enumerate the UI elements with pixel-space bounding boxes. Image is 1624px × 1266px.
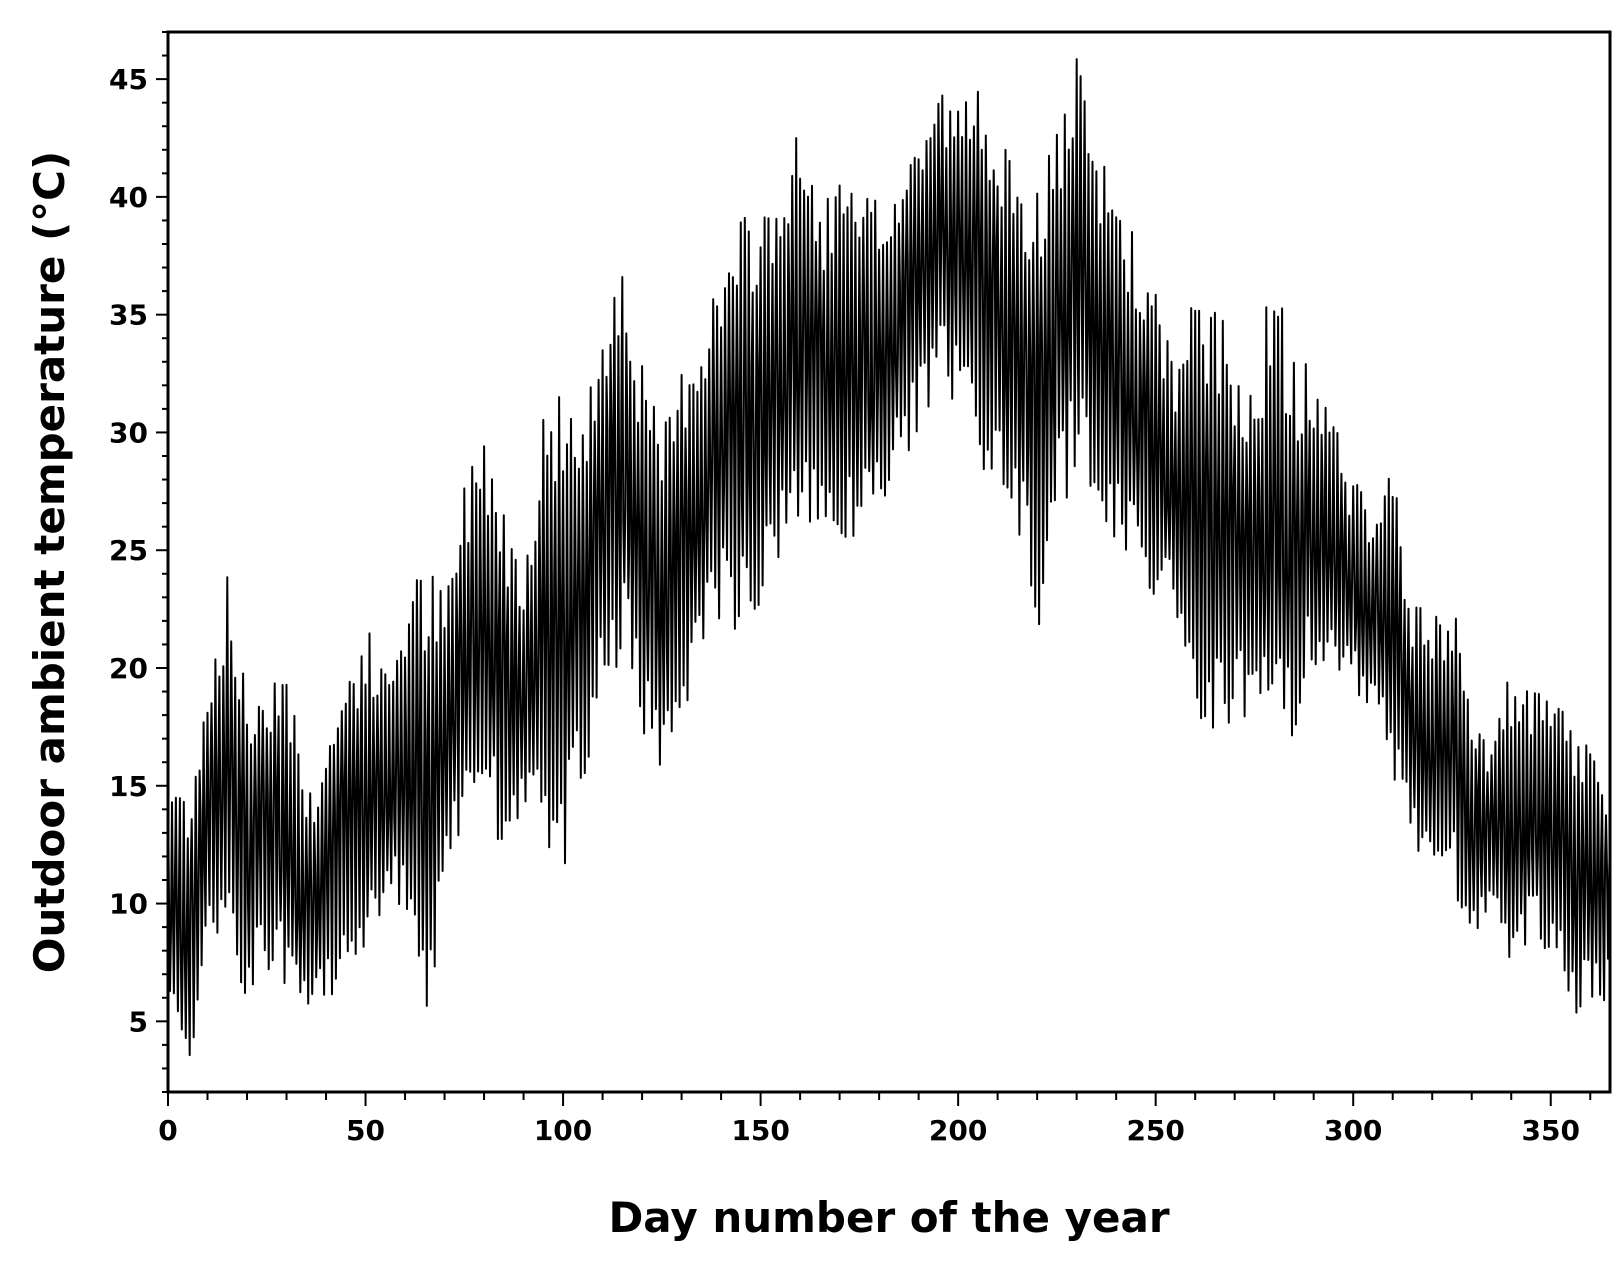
y-tick-label: 10 (109, 888, 148, 921)
y-tick-label: 5 (129, 1005, 148, 1038)
y-tick-label: 40 (109, 181, 148, 214)
y-tick-label: 45 (109, 63, 148, 96)
x-tick-label: 300 (1324, 1114, 1382, 1147)
x-tick-label: 100 (534, 1114, 592, 1147)
x-tick-label: 150 (731, 1114, 789, 1147)
x-axis-ticks: 0 50 100 150 200 250 300 350 (158, 1092, 1592, 1147)
temperature-series (167, 58, 1611, 1057)
temperature-line (167, 58, 1611, 1057)
plot-frame (166, 30, 1612, 1094)
y-tick-label: 25 (109, 534, 148, 567)
y-axis-title: Outdoor ambient temperature (°C) (25, 151, 74, 973)
y-axis-ticks: 5 10 15 20 25 30 35 40 45 (109, 31, 168, 1093)
x-tick-label: 200 (929, 1114, 987, 1147)
x-axis-title: Day number of the year (608, 1193, 1169, 1242)
x-tick-label: 350 (1522, 1114, 1580, 1147)
x-tick-label: 50 (346, 1114, 385, 1147)
y-tick-label: 35 (109, 299, 148, 332)
x-tick-label: 250 (1126, 1114, 1184, 1147)
y-tick-label: 20 (109, 652, 148, 685)
x-tick-label: 0 (158, 1114, 177, 1147)
y-tick-label: 15 (109, 770, 148, 803)
y-tick-label: 30 (109, 416, 148, 449)
